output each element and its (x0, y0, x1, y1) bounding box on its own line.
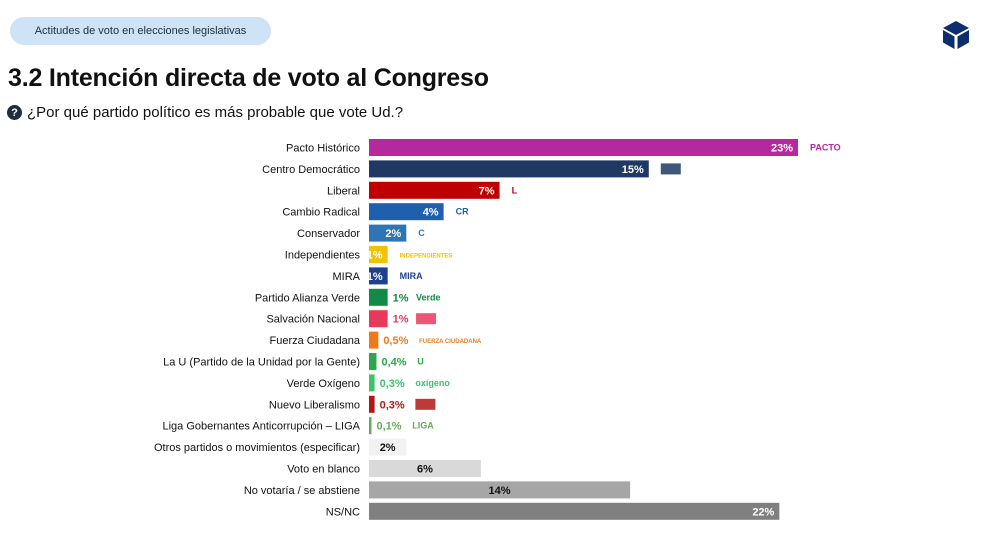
data-label: 1% (367, 250, 383, 262)
data-label: 1% (367, 271, 383, 283)
bar (369, 246, 388, 263)
category-label: Otros partidos o movimientos (especifica… (154, 442, 360, 454)
data-label: 0,3% (380, 378, 405, 390)
bar (369, 181, 500, 199)
bar (369, 224, 407, 242)
data-label: 15% (622, 164, 644, 176)
bar (369, 139, 798, 156)
category-label: Nuevo Liberalismo (269, 399, 360, 411)
bar (369, 160, 649, 178)
bar (369, 481, 631, 499)
page-title: 3.2 Intención directa de voto al Congres… (8, 64, 489, 92)
category-label: Fuerza Ciudadana (269, 335, 360, 347)
party-logo: MIRA (400, 271, 423, 281)
bar (369, 417, 372, 435)
data-label: 7% (479, 185, 495, 197)
data-label: 2% (385, 228, 401, 240)
bar (369, 395, 375, 413)
question-circle-icon: ? (7, 105, 22, 120)
category-label: Liberal (327, 185, 360, 197)
bar (369, 460, 481, 477)
bar (369, 288, 388, 306)
data-label: 0,1% (377, 421, 402, 433)
category-label: Centro Democrático (262, 164, 360, 176)
category-label: Salvación Nacional (266, 314, 360, 326)
category-label: No votaría / se abstiene (244, 485, 360, 497)
party-logo: LIGA (412, 421, 434, 431)
bar (369, 310, 388, 328)
data-label: 14% (489, 485, 511, 497)
bar (369, 203, 444, 221)
category-label: Independientes (285, 250, 361, 262)
question-text: ¿Por qué partido político es más probabl… (27, 104, 404, 121)
party-logo (660, 163, 681, 175)
data-label: 2% (380, 442, 396, 454)
party-logo: INDEPENDIENTES (400, 254, 453, 260)
party-logo: L (512, 185, 518, 195)
party-logo: CR (456, 207, 469, 217)
category-label: Verde Oxígeno (287, 378, 360, 390)
party-logo (415, 398, 436, 410)
category-label: Conservador (297, 228, 360, 240)
category-label: MIRA (333, 271, 361, 283)
cube-logo-icon (943, 21, 969, 49)
category-label: NS/NC (326, 506, 360, 518)
party-logo: FUERZA CIUDADANA (419, 339, 482, 345)
bar (369, 502, 780, 520)
data-label: 4% (423, 207, 439, 219)
category-label: Partido Alianza Verde (255, 292, 360, 304)
data-label: 22% (752, 506, 774, 518)
data-label: 0,3% (380, 399, 405, 411)
data-label: 6% (417, 464, 433, 476)
bar (369, 438, 407, 456)
party-logo: oxígeno (415, 378, 450, 388)
section-pill[interactable]: Actitudes de voto en elecciones legislat… (10, 17, 271, 45)
bar (369, 353, 377, 370)
category-label: La U (Partido de la Unidad por la Gente) (163, 357, 360, 369)
data-label: 1% (393, 292, 409, 304)
party-logo: C (418, 228, 425, 238)
category-label: Liga Gobernantes Anticorrupción – LIGA (162, 421, 360, 433)
bar (369, 374, 375, 392)
category-label: Voto en blanco (287, 464, 360, 476)
data-label: 0,4% (381, 357, 406, 369)
data-label: 0,5% (383, 335, 408, 347)
party-logo: U (417, 357, 424, 367)
question-row: ? ¿Por qué partido político es más proba… (7, 104, 403, 121)
data-label: 23% (771, 143, 793, 155)
bar (369, 331, 379, 349)
party-logo (416, 313, 437, 325)
category-label: Pacto Histórico (286, 143, 360, 155)
category-label: Cambio Radical (282, 207, 360, 219)
party-logo: Verde (416, 292, 441, 302)
data-label: 1% (393, 314, 409, 326)
bar (369, 267, 388, 285)
party-logo: PACTO (810, 143, 841, 153)
